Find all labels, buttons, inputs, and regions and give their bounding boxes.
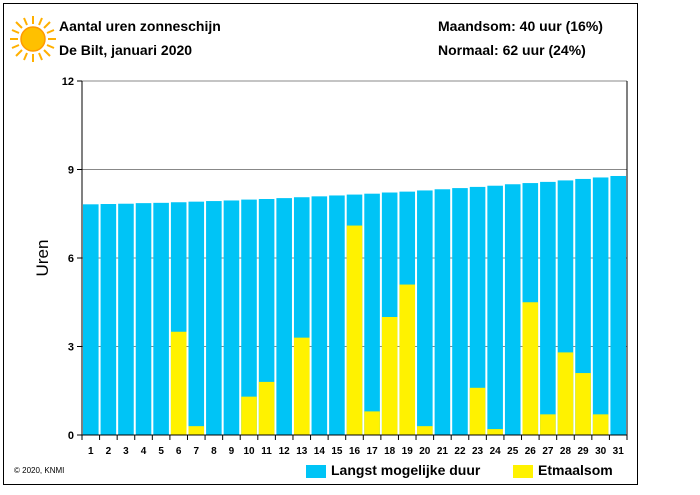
bar-daily-sum (399, 284, 416, 435)
y-axis-label: Uren (33, 240, 52, 277)
bar-max-duration (504, 184, 521, 435)
y-tick-label: 6 (68, 253, 74, 265)
legend-label-max-duration: Langst mogelijke duur (331, 462, 481, 478)
x-tick-label: 17 (367, 446, 379, 457)
bar-max-duration (241, 199, 257, 435)
bar-daily-sum (346, 225, 363, 435)
x-tick-label: 29 (577, 446, 589, 457)
x-tick-label: 8 (211, 446, 217, 457)
bar-max-duration (153, 202, 169, 435)
x-tick-label: 21 (437, 446, 449, 457)
bar-daily-sum (557, 352, 574, 435)
x-tick-label: 11 (261, 446, 272, 457)
bar-max-duration (206, 201, 222, 435)
bar-max-duration (311, 196, 328, 435)
bar-max-duration (223, 200, 240, 435)
bar-max-duration (188, 201, 205, 435)
bar-max-duration (540, 181, 556, 435)
x-tick-label: 18 (384, 446, 396, 457)
bar-max-duration (364, 193, 380, 435)
bar-daily-sum (487, 429, 503, 435)
y-tick-label: 3 (68, 342, 74, 354)
y-tick-label: 9 (68, 165, 74, 177)
bar-max-duration (417, 190, 433, 435)
bar-daily-sum (293, 337, 310, 435)
x-tick-label: 24 (490, 446, 502, 457)
x-tick-label: 30 (595, 446, 607, 457)
bar-daily-sum (258, 381, 275, 435)
bar-daily-sum (469, 387, 486, 435)
bar-daily-sum (592, 414, 609, 435)
bar-max-duration (434, 189, 451, 435)
bar-daily-sum (417, 426, 433, 435)
x-tick-label: 20 (419, 446, 431, 457)
bar-max-duration (100, 204, 117, 435)
bar-max-duration (258, 199, 275, 435)
bar-max-duration (575, 178, 591, 435)
x-tick-label: 6 (176, 446, 182, 457)
y-tick-label: 0 (68, 430, 74, 442)
bar-max-duration (135, 203, 152, 435)
copyright-text: © 2020, KNMI (14, 466, 65, 475)
x-tick-label: 27 (542, 446, 554, 457)
x-tick-label: 2 (106, 446, 112, 457)
x-tick-label: 13 (296, 446, 308, 457)
x-tick-label: 28 (560, 446, 572, 457)
bar-daily-sum (364, 411, 380, 435)
bar-daily-sum (540, 414, 556, 435)
chart-frame (3, 3, 638, 485)
bar-max-duration (487, 185, 503, 435)
x-tick-label: 12 (279, 446, 291, 457)
x-tick-label: 26 (525, 446, 537, 457)
x-tick-label: 10 (243, 446, 255, 457)
bar-max-duration (610, 175, 626, 436)
bar-daily-sum (381, 317, 398, 435)
bar-daily-sum (188, 426, 205, 435)
x-tick-label: 16 (349, 446, 361, 457)
legend-swatch-daily-sum (513, 465, 533, 478)
bar-max-duration (329, 195, 345, 435)
chart-subtitle: De Bilt, januari 2020 (59, 42, 193, 58)
y-tick-label: 12 (62, 76, 74, 88)
x-tick-label: 3 (123, 446, 129, 457)
x-tick-label: 5 (158, 446, 164, 457)
x-tick-label: 4 (141, 446, 147, 457)
sun-icon (10, 16, 56, 62)
bar-daily-sum (575, 373, 591, 435)
bar-max-duration (118, 203, 134, 435)
x-tick-label: 15 (331, 446, 343, 457)
x-tick-label: 9 (229, 446, 235, 457)
x-tick-label: 31 (613, 446, 625, 457)
month-sum-label: Maandsom: 40 uur (16%) (438, 18, 603, 34)
bar-max-duration (452, 188, 468, 435)
legend-swatch-max-duration (306, 465, 326, 478)
legend-label-daily-sum: Etmaalsom (538, 462, 613, 478)
bar-max-duration (83, 204, 99, 435)
x-tick-label: 7 (193, 446, 199, 457)
bar-max-duration (469, 186, 486, 435)
normal-label: Normaal: 62 uur (24%) (438, 42, 586, 58)
x-tick-label: 25 (507, 446, 519, 457)
bar-daily-sum (522, 302, 539, 435)
bar-daily-sum (170, 331, 187, 435)
x-tick-label: 19 (402, 446, 414, 457)
bar-max-duration (592, 177, 609, 435)
chart-title: Aantal uren zonneschijn (59, 18, 221, 34)
bar-daily-sum (241, 396, 257, 435)
x-tick-label: 23 (472, 446, 484, 457)
bar-max-duration (276, 198, 292, 435)
x-tick-label: 14 (314, 446, 326, 457)
x-tick-label: 22 (454, 446, 466, 457)
x-tick-label: 1 (88, 446, 94, 457)
